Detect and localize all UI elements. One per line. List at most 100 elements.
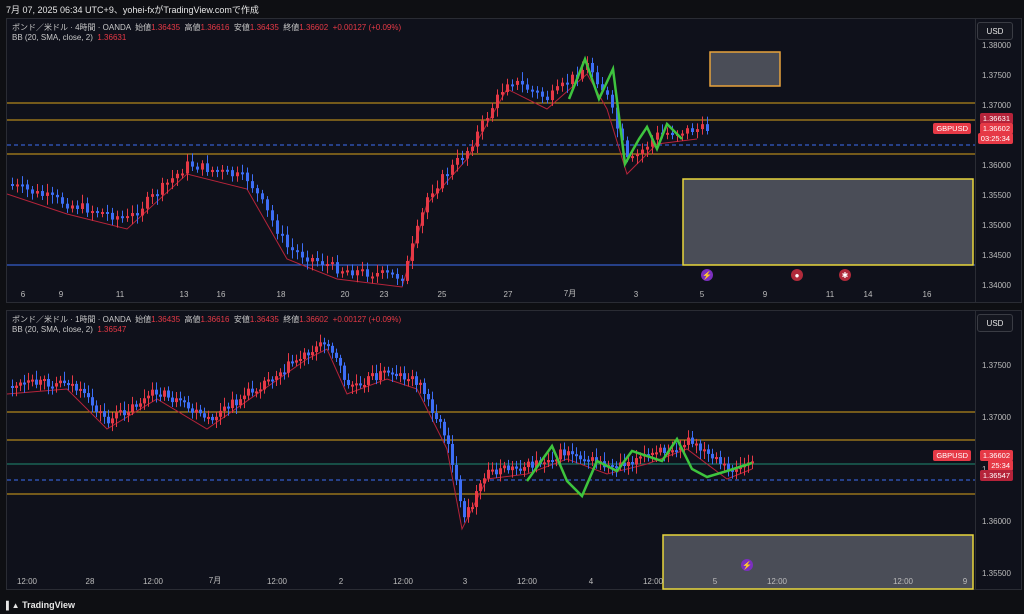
price-tick-label: 1.37500 (982, 71, 1011, 80)
candle (283, 372, 286, 375)
candle (211, 416, 214, 421)
candle (567, 451, 570, 456)
candle (535, 460, 538, 468)
lightning-event-icon[interactable]: ⚡ (701, 269, 713, 281)
candle (419, 382, 422, 385)
candle (371, 373, 374, 377)
candle (295, 360, 298, 363)
chart-pane-1h[interactable]: ポンド／米ドル · 1時間 · OANDA 始値1.36435 高値1.3661… (6, 310, 1022, 590)
candle (559, 449, 562, 460)
candle (43, 379, 46, 382)
candle (681, 133, 684, 136)
candle (386, 270, 389, 273)
candle (351, 270, 354, 276)
candle (611, 465, 614, 468)
candle (627, 461, 630, 466)
candle (75, 383, 78, 391)
candle (415, 376, 418, 385)
candle (687, 437, 690, 445)
candle (263, 380, 266, 390)
candle (236, 172, 239, 177)
close-value: 1.36602 (299, 23, 329, 32)
candle (11, 386, 14, 388)
candle (83, 388, 86, 394)
candle (111, 212, 114, 220)
candle (55, 383, 58, 387)
time-tick-label: 23 (379, 290, 389, 299)
time-tick-label: 28 (85, 577, 95, 586)
uk-flag-event-icon[interactable]: ✱ (839, 269, 851, 281)
high-value: 1.36616 (200, 315, 230, 324)
candle (451, 443, 454, 465)
candle (387, 370, 390, 373)
footer-brand[interactable]: ▌▲ TradingView (6, 600, 75, 610)
candle (266, 199, 269, 211)
candle (696, 129, 699, 132)
candle (367, 376, 370, 385)
price-tick-label: 1.35500 (982, 191, 1011, 200)
candle (371, 276, 374, 279)
candle (375, 373, 378, 381)
candle (466, 150, 469, 159)
candle (443, 421, 446, 436)
candle (395, 373, 398, 377)
candle (131, 404, 134, 412)
candle (346, 270, 349, 273)
candle (201, 163, 204, 170)
pane2-symbol-label: ポンド／米ドル · 1時間 · OANDA (12, 315, 131, 324)
candle (683, 444, 686, 448)
change-value: +0.00127 (+0.09%) (332, 23, 402, 32)
time-tick-label: 9 (962, 577, 968, 586)
time-tick-label: 12:00 (892, 577, 914, 586)
pane1-symbol-label: ポンド／米ドル · 4時間 · OANDA (12, 23, 131, 32)
candle (161, 182, 164, 195)
price-tick-label: 1.34500 (982, 251, 1011, 260)
open-value: 1.36435 (151, 23, 181, 32)
candle (341, 271, 344, 274)
candle (39, 379, 42, 385)
candle (695, 443, 698, 446)
candle (351, 384, 354, 387)
currency-button[interactable]: USD (977, 22, 1013, 40)
candle (501, 92, 504, 95)
candle (279, 372, 282, 377)
candle (215, 416, 218, 421)
candle (339, 357, 342, 366)
candle (506, 84, 509, 93)
candle (256, 188, 259, 194)
candle (503, 465, 506, 469)
candle (51, 192, 54, 195)
candle (127, 411, 130, 416)
lightning-event-icon[interactable]: ⚡ (741, 559, 753, 571)
candle (231, 170, 234, 177)
pane2-plot[interactable] (7, 311, 975, 591)
candle (311, 352, 314, 356)
candle (543, 462, 546, 465)
candle (183, 400, 186, 403)
candle (247, 388, 250, 396)
candle (35, 379, 38, 385)
candle (403, 373, 406, 380)
candle (356, 270, 359, 276)
candle (181, 173, 184, 176)
candle (143, 398, 146, 404)
candle (486, 118, 489, 121)
time-tick-label: 12:00 (266, 577, 288, 586)
demand-zone-box (662, 534, 974, 590)
pane1-plot[interactable] (7, 19, 975, 304)
candle (19, 382, 22, 386)
candle (316, 258, 319, 262)
candle (691, 437, 694, 444)
currency-button[interactable]: USD (977, 314, 1013, 332)
candle (259, 389, 262, 392)
candle (46, 192, 49, 196)
candle (123, 410, 126, 416)
chart-pane-4h[interactable]: ポンド／米ドル · 4時間 · OANDA 始値1.36435 高値1.3661… (6, 18, 1022, 303)
us-flag-event-icon[interactable]: ● (791, 269, 803, 281)
candle (639, 456, 642, 459)
candle (139, 403, 142, 407)
candle (59, 380, 62, 384)
candle (699, 443, 702, 451)
time-tick-label: 4 (588, 577, 594, 586)
candle (36, 191, 39, 194)
